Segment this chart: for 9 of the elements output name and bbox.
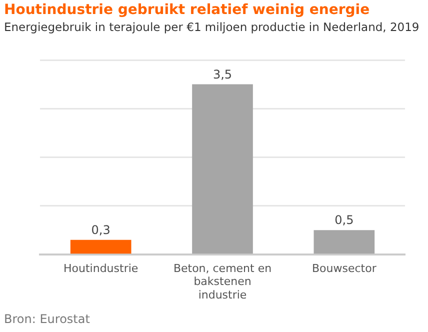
data-label: 0,3 [91, 222, 110, 237]
chart-subtitle: Energiegebruik in terajoule per €1 miljoen productie in Nederland, 2019 [4, 20, 420, 34]
data-label: 0,5 [334, 213, 354, 228]
chart-title: Houtindustrie gebruikt relatief weinig energie [4, 2, 370, 18]
data-label: 3,5 [212, 67, 232, 82]
x-tick-label: Houtindustrie [63, 262, 138, 275]
x-tick-label: Beton, cement en bakstenen industrie [173, 262, 272, 302]
text: Bron: Eurostat [4, 312, 90, 326]
x-tick-label: Bouwsector [312, 262, 377, 275]
